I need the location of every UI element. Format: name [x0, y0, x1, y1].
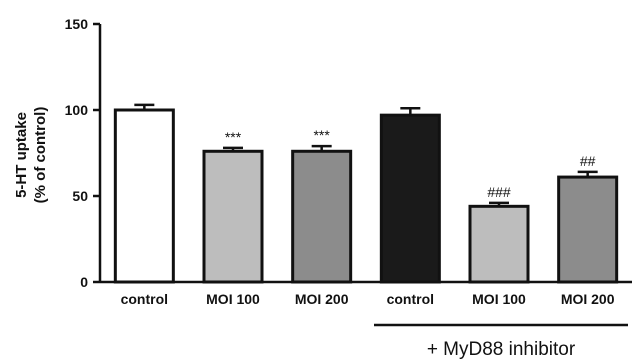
- group-annotation: + MyD88 inhibitor: [374, 323, 628, 359]
- group-label: + MyD88 inhibitor: [427, 339, 576, 359]
- category-label: control: [387, 291, 434, 307]
- category-label: MOI 100: [206, 291, 260, 307]
- y-tick-label: 150: [65, 16, 89, 32]
- bar: [113, 108, 175, 284]
- significance-label: ###: [487, 184, 511, 200]
- y-axis-title: 5-HT uptake: [13, 112, 30, 198]
- y-tick-label: 100: [65, 102, 89, 118]
- category-label: MOI 200: [295, 291, 349, 307]
- bars: *** ***#####: [113, 103, 619, 284]
- y-tick-label: 50: [72, 188, 88, 204]
- bar: [202, 149, 264, 284]
- y-axis-title-unit: (% of control): [32, 107, 49, 204]
- bar: [468, 204, 530, 284]
- significance-label: ***: [313, 127, 330, 143]
- category-label: MOI 200: [561, 291, 615, 307]
- bar: [557, 175, 619, 284]
- significance-label: ##: [580, 153, 596, 169]
- y-tick-label: 0: [80, 274, 88, 290]
- category-label: control: [121, 291, 168, 307]
- y-axis: 0 50 100 150: [65, 16, 102, 290]
- bar: [379, 113, 441, 284]
- category-labels: control MOI 100 MOI 200 control MOI 100 MOI 2…: [121, 291, 615, 307]
- category-label: MOI 100: [472, 291, 526, 307]
- bar: [291, 149, 353, 284]
- significance-label: ***: [225, 129, 242, 145]
